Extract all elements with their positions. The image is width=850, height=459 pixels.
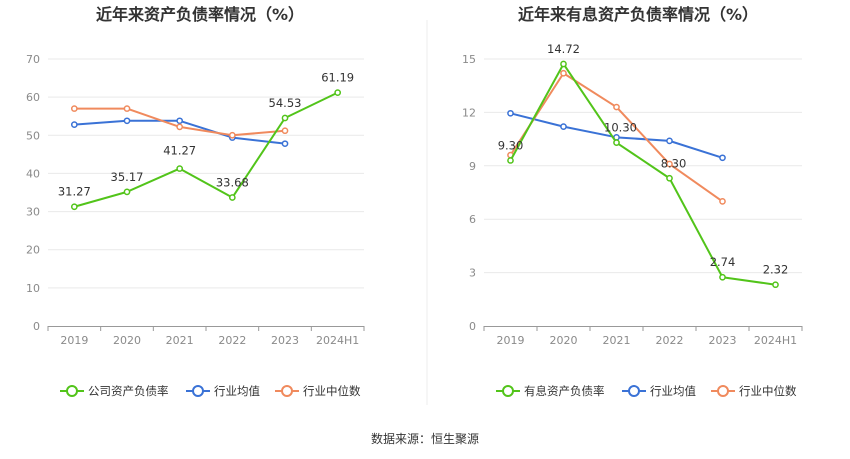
chart2-legend-marker-icon (502, 385, 514, 397)
chart2-series-0-point[interactable] (772, 281, 779, 289)
chart2-x-tick-label: 2022 (656, 334, 684, 347)
chart1-y-tick-label: 60 (26, 91, 40, 104)
chart1-series-2-point[interactable] (70, 105, 78, 112)
chart2-data-label: 2.74 (710, 255, 736, 269)
chart1-y-tick-label: 30 (26, 206, 40, 219)
chart2-data-label: 14.72 (547, 42, 580, 56)
chart1-legend-item-1[interactable]: 行业均值 (186, 384, 260, 398)
chart2-legend-item-0[interactable]: 有息资产负债率 (496, 384, 605, 398)
chart2-legend-label: 有息资产负债率 (524, 384, 605, 398)
chart1-series-0-point[interactable] (70, 203, 78, 211)
chart1-x-tick-label: 2019 (60, 334, 88, 347)
chart1-y-tick-label: 70 (26, 53, 40, 66)
chart2-data-label: 10.30 (604, 121, 637, 135)
chart1-y-tick-label: 0 (33, 320, 40, 333)
chart2-x-tick-label: 2020 (550, 334, 578, 347)
chart1-legend-item-2[interactable]: 行业中位数 (275, 384, 361, 398)
chart1-data-label: 54.53 (269, 96, 302, 110)
chart1-title: 近年来资产负债率情况（%） (96, 5, 304, 24)
chart1-series-1-point[interactable] (70, 121, 78, 128)
chart2-series-1-point[interactable] (507, 109, 514, 117)
chart2-series-1-point[interactable] (666, 137, 673, 145)
chart2-x-tick-label: 2021 (603, 334, 631, 347)
chart2-x-tick-label: 2019 (497, 334, 525, 347)
chart1-x-tick-label: 2021 (166, 334, 194, 347)
chart2-legend-marker-icon (628, 385, 640, 397)
chart2-y-tick-label: 0 (469, 320, 476, 333)
chart2-x-tick-label: 2023 (709, 334, 737, 347)
chart2-y-tick-label: 3 (469, 267, 476, 280)
chart2-series-0-point[interactable] (560, 60, 567, 68)
chart2-x-tick-label: 2024H1 (754, 334, 797, 347)
chart1-data-label: 61.19 (321, 71, 354, 85)
data-source-text: 数据来源：恒生聚源 (371, 431, 479, 446)
chart1-legend-marker-icon (281, 385, 293, 397)
chart2-data-label: 8.30 (661, 156, 687, 170)
chart1-x-tick-label: 2022 (218, 334, 246, 347)
chart2-series-0-point[interactable] (613, 139, 620, 147)
chart2-legend-item-1[interactable]: 行业均值 (622, 384, 696, 398)
chart1-legend-label: 公司资产负债率 (88, 384, 169, 398)
chart2-y-tick-label: 12 (462, 106, 476, 119)
chart1-y-tick-label: 50 (26, 129, 40, 142)
chart1-series-1-point[interactable] (123, 117, 131, 125)
chart1-series-0-point[interactable] (281, 114, 289, 122)
chart1-series-2-point[interactable] (281, 127, 289, 135)
chart1-legend-label: 行业中位数 (303, 384, 361, 398)
chart2-data-label: 2.32 (763, 263, 789, 277)
chart2-legend-label: 行业中位数 (739, 384, 797, 398)
chart1-series-0-point[interactable] (123, 188, 131, 196)
chart2-series-1-point[interactable] (719, 154, 726, 162)
chart1-data-label: 33.68 (216, 176, 249, 190)
chart2-title: 近年来有息资产负债率情况（%） (518, 5, 758, 24)
chart1-data-label: 35.17 (111, 170, 144, 184)
chart1-series-0-point[interactable] (334, 89, 342, 96)
chart2-series-2-point[interactable] (666, 160, 673, 168)
chart1-series-0-point[interactable] (228, 194, 236, 201)
chart1-series-0-line (74, 91, 339, 208)
chart2-data-label: 9.30 (498, 138, 524, 152)
chart1-series-2-point[interactable] (228, 131, 236, 139)
chart1-legend-label: 行业均值 (214, 384, 260, 398)
chart2-legend-label: 行业均值 (650, 384, 696, 398)
chart1-data-label: 41.27 (163, 144, 196, 158)
chart2-series-0-point[interactable] (666, 174, 673, 182)
chart1-group: 近年来资产负债率情况（%） 0 10 20 30 40 50 60 70 2019 2020 2021… (26, 5, 365, 398)
chart2-series-2-point[interactable] (613, 103, 620, 111)
chart1-y-tick-label: 40 (26, 167, 40, 180)
chart1-series-2-point[interactable] (123, 105, 131, 112)
chart2-group: 近年来有息资产负债率情况（%） 0 3 6 9 12 15 2019 2020 2021 2022 2… (462, 5, 803, 398)
chart1-data-label: 31.27 (58, 185, 91, 199)
chart1-x-tick-label: 2023 (271, 334, 299, 347)
chart1-series-1-point[interactable] (281, 140, 289, 148)
chart2-legend-item-2[interactable]: 行业中位数 (711, 384, 797, 398)
chart2-series-1-point[interactable] (560, 123, 567, 130)
chart2-y-tick-label: 15 (462, 53, 476, 66)
chart2-y-tick-label: 9 (469, 160, 476, 173)
chart2-series-0-line (509, 62, 776, 286)
chart1-legend-marker-icon (66, 385, 78, 397)
chart1-series-1-point[interactable] (176, 117, 184, 125)
chart1-y-tick-label: 20 (26, 244, 40, 257)
chart1-legend-item-0[interactable]: 公司资产负债率 (60, 384, 169, 398)
chart2-series-2-point[interactable] (719, 198, 726, 205)
chart1-x-tick-label: 2024H1 (316, 334, 359, 347)
chart2-series-0-point[interactable] (507, 157, 514, 164)
chart1-series-2-point[interactable] (176, 123, 184, 131)
chart2-series-2-point[interactable] (560, 69, 567, 77)
chart1-legend-marker-icon (192, 385, 204, 397)
chart1-y-tick-label: 10 (26, 282, 40, 295)
chart1-series-0-point[interactable] (176, 165, 184, 172)
chart2-y-tick-label: 6 (469, 213, 476, 226)
chart1-x-tick-label: 2020 (113, 334, 141, 347)
chart2-legend-marker-icon (717, 385, 729, 397)
chart2-series-0-point[interactable] (719, 273, 726, 281)
